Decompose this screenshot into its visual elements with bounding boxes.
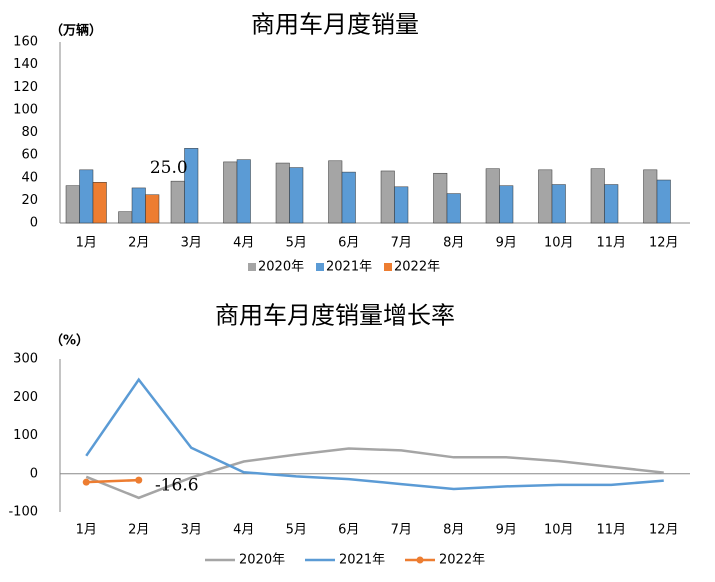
x-tick-label: 4月 xyxy=(233,523,254,538)
legend-label: 2022年 xyxy=(439,553,485,568)
legend-label: 2022年 xyxy=(394,260,440,275)
y-tick-label: 140 xyxy=(13,57,38,72)
legend-label: 2021年 xyxy=(339,553,385,568)
bar xyxy=(184,148,199,224)
x-tick-label: 3月 xyxy=(181,236,202,251)
x-tick-label: 12月 xyxy=(649,523,679,538)
bar xyxy=(643,169,658,224)
bar xyxy=(79,169,94,224)
line xyxy=(85,447,664,500)
x-tick-label: 9月 xyxy=(496,236,517,251)
legend-swatch xyxy=(384,263,392,271)
legend-label: 2020年 xyxy=(239,553,285,568)
legend-label: 2020年 xyxy=(258,260,304,275)
bar xyxy=(170,180,185,224)
marker xyxy=(135,476,143,484)
x-tick-label: 11月 xyxy=(596,236,626,251)
bar xyxy=(131,187,146,224)
bar xyxy=(65,185,80,224)
x-tick-label: 10月 xyxy=(544,523,574,538)
y-tick-label: 200 xyxy=(13,390,38,405)
x-tick-label: 7月 xyxy=(391,523,412,538)
x-tick-label: 12月 xyxy=(649,236,679,251)
x-tick-label: 1月 xyxy=(76,236,97,251)
x-tick-label: 2月 xyxy=(128,236,149,251)
legend-swatch xyxy=(248,263,256,271)
bar xyxy=(499,185,514,224)
bar xyxy=(275,162,290,224)
bar xyxy=(485,168,500,224)
data-label: -16.6 xyxy=(155,476,199,496)
x-tick-label: 6月 xyxy=(338,523,359,538)
bar xyxy=(656,179,671,224)
x-tick-label: 1月 xyxy=(76,523,97,538)
y-tick-label: -100 xyxy=(8,505,38,520)
bar xyxy=(433,172,448,224)
y-tick-label: 80 xyxy=(21,125,38,140)
y-tick-label: 160 xyxy=(13,35,38,50)
x-tick-label: 6月 xyxy=(338,236,359,251)
bar xyxy=(328,160,343,224)
bar xyxy=(118,211,133,224)
x-tick-label: 8月 xyxy=(443,236,464,251)
y-tick-label: 0 xyxy=(30,466,38,481)
bar xyxy=(92,182,107,224)
y-tick-label: 60 xyxy=(21,148,38,163)
bar xyxy=(394,186,409,224)
bar xyxy=(380,170,395,224)
data-label: 25.0 xyxy=(150,158,188,178)
legend-swatch xyxy=(316,263,324,271)
bar xyxy=(604,184,619,224)
bar xyxy=(446,193,461,224)
x-tick-label: 5月 xyxy=(286,523,307,538)
x-tick-label: 10月 xyxy=(544,236,574,251)
bar xyxy=(236,159,251,224)
x-tick-label: 11月 xyxy=(596,523,626,538)
x-tick-label: 9月 xyxy=(496,523,517,538)
x-tick-label: 5月 xyxy=(286,236,307,251)
line xyxy=(85,377,664,491)
x-tick-label: 7月 xyxy=(391,236,412,251)
y-tick-label: 100 xyxy=(13,428,38,443)
y-tick-label: 120 xyxy=(13,80,38,95)
bar xyxy=(223,161,238,224)
bar xyxy=(145,194,160,224)
marker xyxy=(82,478,90,486)
x-tick-label: 4月 xyxy=(233,236,254,251)
bar xyxy=(551,184,566,224)
bar xyxy=(590,168,605,224)
chart-title: 商用车月度销量增长率 xyxy=(215,302,455,330)
y-axis-label: （万辆） xyxy=(50,23,102,39)
chart-title: 商用车月度销量 xyxy=(251,11,419,39)
y-tick-label: 0 xyxy=(30,216,38,231)
y-tick-label: 40 xyxy=(21,170,38,185)
bar xyxy=(289,167,304,224)
legend-label: 2021年 xyxy=(326,260,372,275)
bar xyxy=(341,171,356,224)
line xyxy=(86,478,139,484)
x-tick-label: 2月 xyxy=(128,523,149,538)
legend-marker xyxy=(416,556,424,564)
y-tick-label: 100 xyxy=(13,102,38,117)
y-axis-label: （%） xyxy=(50,333,89,349)
bar xyxy=(538,169,553,224)
y-tick-label: 300 xyxy=(13,352,38,367)
y-tick-label: 20 xyxy=(21,193,38,208)
x-tick-label: 3月 xyxy=(181,523,202,538)
x-tick-label: 8月 xyxy=(443,523,464,538)
